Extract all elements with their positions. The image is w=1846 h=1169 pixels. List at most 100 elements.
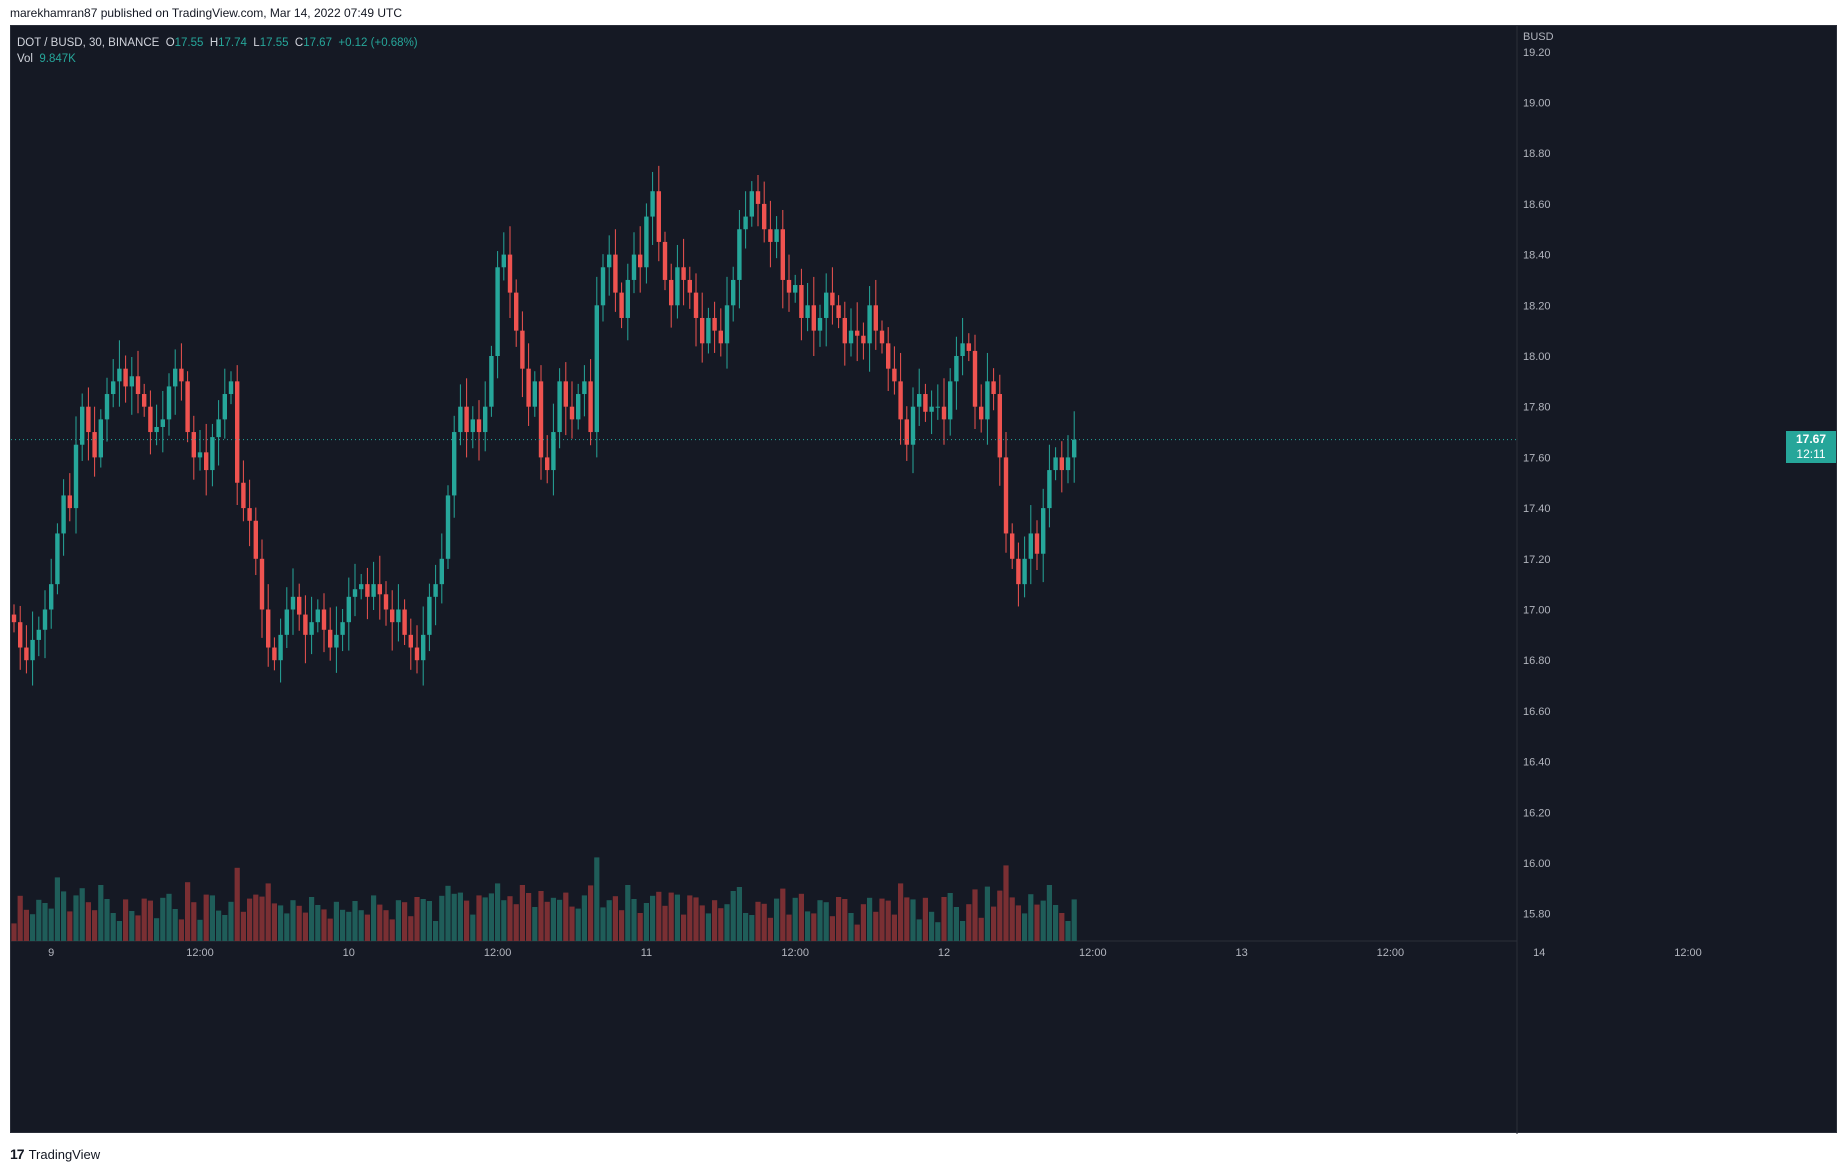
y-tick-label: 18.60 bbox=[1523, 199, 1551, 211]
volume-bar bbox=[470, 914, 476, 941]
candle-body bbox=[1034, 533, 1040, 554]
candle-body bbox=[904, 419, 909, 445]
volume-bar bbox=[780, 888, 786, 941]
volume-bar bbox=[222, 915, 228, 941]
candle-body bbox=[24, 647, 29, 661]
candle-body bbox=[216, 419, 221, 438]
x-tick-label: 13 bbox=[1235, 947, 1247, 959]
volume-bar bbox=[433, 921, 439, 941]
candle-body bbox=[507, 254, 513, 293]
volume-bar bbox=[1046, 885, 1052, 941]
volume-bar bbox=[104, 899, 110, 941]
candle-body bbox=[1059, 457, 1064, 471]
tradingview-logo[interactable]: 17 TradingView bbox=[10, 1146, 100, 1162]
volume-bar bbox=[61, 891, 67, 941]
y-tick-label: 18.00 bbox=[1523, 351, 1551, 363]
volume-bar bbox=[17, 895, 23, 941]
candle-body bbox=[563, 381, 568, 407]
candle-body bbox=[774, 229, 779, 242]
volume-bar bbox=[712, 900, 718, 941]
candle-body bbox=[898, 381, 903, 420]
volume-bar bbox=[891, 914, 897, 941]
candle-body bbox=[11, 614, 17, 623]
symbol-label[interactable]: DOT / BUSD, 30, BINANCE bbox=[17, 37, 160, 49]
volume-bar bbox=[11, 923, 17, 941]
x-tick-label: 14 bbox=[1533, 947, 1545, 959]
volume-bar bbox=[842, 899, 848, 941]
candle-body bbox=[371, 584, 376, 597]
volume-bar bbox=[767, 917, 773, 941]
y-tick-label: 18.80 bbox=[1523, 148, 1551, 160]
candle-body bbox=[743, 216, 748, 230]
volume-bar bbox=[724, 904, 730, 941]
volume-bar bbox=[978, 917, 984, 941]
last-price-value: 17.67 bbox=[1795, 431, 1827, 446]
x-tick-label: 12:00 bbox=[781, 947, 809, 959]
tradingview-logo-icon: 17 bbox=[10, 1146, 25, 1162]
volume-bar bbox=[916, 919, 922, 941]
volume-bar bbox=[488, 893, 494, 941]
candle-body bbox=[780, 229, 785, 280]
volume-bar bbox=[904, 897, 910, 941]
candle-body bbox=[414, 647, 420, 661]
candle-body bbox=[799, 285, 804, 318]
volume-bar bbox=[681, 914, 687, 941]
volume-bar bbox=[662, 905, 668, 941]
candle-body bbox=[644, 216, 649, 268]
candle-body bbox=[142, 394, 147, 407]
candle-body bbox=[762, 203, 767, 230]
candle-body bbox=[929, 406, 934, 412]
candle-body bbox=[476, 419, 482, 433]
candle-body bbox=[991, 381, 996, 395]
volume-bar bbox=[79, 888, 85, 941]
volume-bar bbox=[922, 897, 928, 941]
volume-label[interactable]: Vol bbox=[17, 53, 33, 65]
volume-bar bbox=[532, 907, 538, 941]
volume-bar bbox=[482, 897, 488, 941]
volume-bar bbox=[30, 914, 36, 941]
candle-body bbox=[830, 292, 835, 306]
volume-bar bbox=[271, 903, 277, 941]
volume-bar bbox=[154, 918, 160, 941]
volume-bar bbox=[687, 895, 693, 941]
candle-body bbox=[873, 305, 878, 331]
candle-body bbox=[650, 191, 655, 217]
volume-bar bbox=[123, 899, 129, 941]
high-value: 17.74 bbox=[218, 37, 247, 49]
chart-panel[interactable]: 15.80 16.00 16.20 16.40 16.60 16.80 17.00 17.20… bbox=[10, 25, 1838, 1134]
chart-legend: DOT / BUSD, 30, BINANCE O17.55 H17.74 L1… bbox=[17, 35, 418, 67]
volume-bar bbox=[581, 895, 587, 941]
candle-body bbox=[111, 381, 116, 395]
volume-value: 9.847K bbox=[39, 53, 76, 65]
volume-bar bbox=[464, 900, 470, 941]
candle-body bbox=[526, 368, 531, 407]
volume-bar bbox=[935, 922, 941, 941]
volume-bar bbox=[650, 895, 656, 941]
candle-body bbox=[662, 241, 668, 280]
candle-body bbox=[86, 406, 91, 433]
volume-bar bbox=[42, 903, 48, 941]
volume-bar bbox=[73, 895, 79, 941]
volume-bar bbox=[178, 919, 184, 941]
volume-bar bbox=[1065, 921, 1071, 941]
candlestick-chart[interactable]: 15.80 16.00 16.20 16.40 16.60 16.80 17.00 17.20… bbox=[11, 26, 1838, 1134]
volume-bar bbox=[507, 896, 513, 941]
volume-bar bbox=[718, 908, 724, 941]
candle-body bbox=[985, 381, 990, 420]
volume-bar bbox=[966, 904, 972, 941]
volume-bar bbox=[389, 919, 395, 941]
volume-bar bbox=[550, 897, 556, 941]
candle-body bbox=[966, 343, 971, 351]
ohlc-row: DOT / BUSD, 30, BINANCE O17.55 H17.74 L1… bbox=[17, 35, 418, 51]
volume-bar bbox=[451, 893, 457, 941]
volume-bar bbox=[736, 887, 742, 941]
volume-bar bbox=[817, 900, 823, 941]
y-tick-label: 17.20 bbox=[1523, 554, 1551, 566]
candle-body bbox=[693, 292, 699, 318]
candle-body bbox=[941, 406, 947, 420]
candle-body bbox=[1047, 470, 1052, 509]
change-value: +0.12 (+0.68%) bbox=[338, 37, 418, 49]
volume-bar bbox=[898, 883, 904, 941]
volume-bar bbox=[185, 882, 191, 941]
volume-bar bbox=[656, 891, 662, 941]
